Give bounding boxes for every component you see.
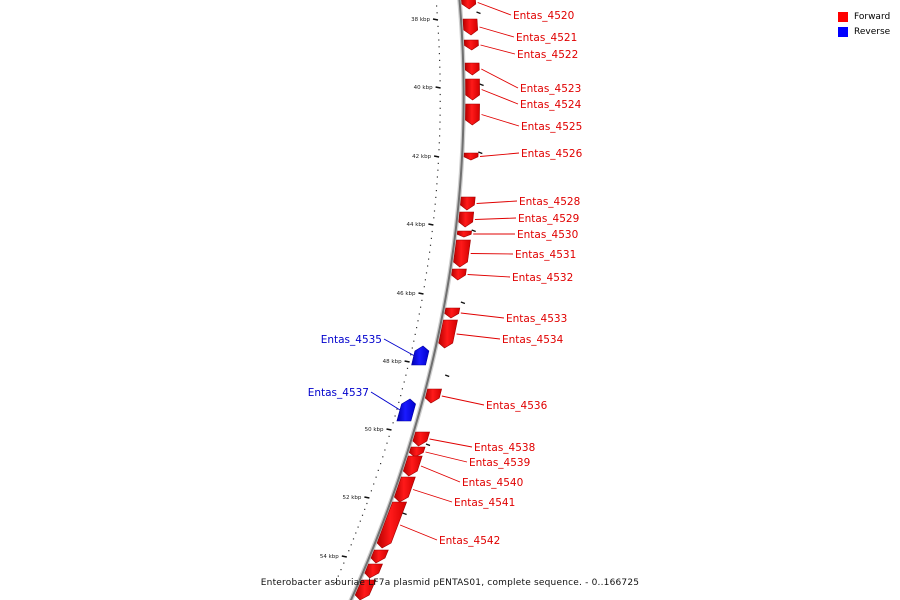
gene-label-entas_4540: Entas_4540 <box>462 477 523 489</box>
gene-label-entas_4539: Entas_4539 <box>469 457 530 469</box>
label-leader <box>470 253 514 255</box>
label-leader <box>412 489 453 503</box>
gene-feature-entas_4528 <box>460 196 476 211</box>
gene-feature-entas_4531 <box>453 239 471 268</box>
gene-label-entas_4536: Entas_4536 <box>486 400 548 412</box>
gene-label-entas_4535: Entas_4535 <box>321 334 382 346</box>
gene-label-entas_4528: Entas_4528 <box>519 196 580 208</box>
map-caption: Enterobacter asburiae LF7a plasmid pENTA… <box>260 578 640 588</box>
gene-feature-entas_4539 <box>408 446 426 458</box>
label-leader <box>467 274 511 278</box>
tick-label: 44 kbp <box>406 222 425 228</box>
gene-features <box>354 0 480 600</box>
label-leader <box>481 68 519 89</box>
label-leader <box>477 2 512 16</box>
gene-label-entas_4538: Entas_4538 <box>474 442 535 454</box>
tick-label: 42 kbp <box>412 154 431 160</box>
gene-label-entas_4526: Entas_4526 <box>521 148 583 160</box>
gene-feature-entas_4520 <box>461 0 477 10</box>
gene-label-entas_4522: Entas_4522 <box>517 49 578 61</box>
gene-feature-entas_4525 <box>465 103 480 126</box>
gene-feature-fragment <box>364 563 383 579</box>
label-leader <box>479 26 515 38</box>
major-tick <box>433 155 440 158</box>
label-leader <box>479 152 520 157</box>
legend-forward: Forward <box>838 9 890 24</box>
gene-label-entas_4531: Entas_4531 <box>515 249 576 261</box>
gene-label-entas_4532: Entas_4532 <box>512 272 573 284</box>
gene-feature-entas_4537 <box>396 398 416 422</box>
major-tick <box>364 496 370 499</box>
label-leader <box>480 44 516 55</box>
gene-label-entas_4541: Entas_4541 <box>454 497 515 509</box>
forward-swatch <box>838 11 848 22</box>
gene-feature-entas_4533 <box>444 307 461 319</box>
major-tick <box>404 360 410 363</box>
backbone-arc <box>348 0 466 600</box>
major-tick <box>418 292 424 295</box>
tick-label: 46 kbp <box>397 291 416 297</box>
label-leader <box>474 217 517 220</box>
label-leader <box>425 451 468 463</box>
gene-feature-entas_4530 <box>456 230 472 238</box>
label-leader <box>429 438 473 448</box>
gene-feature-entas_4522 <box>463 39 479 51</box>
gene-feature-entas_4524 <box>465 78 480 101</box>
gene-feature-fragment <box>370 549 389 564</box>
gene-feature-entas_4536 <box>424 388 442 404</box>
label-leader <box>481 89 519 105</box>
tick-label: 38 kbp <box>411 17 430 23</box>
label-leader <box>399 524 438 541</box>
gene-feature-entas_4532 <box>451 268 467 281</box>
gene-label-entas_4537: Entas_4537 <box>308 387 369 399</box>
gene-label-entas_4542: Entas_4542 <box>439 535 500 547</box>
major-tick <box>435 86 441 89</box>
label-leader <box>460 312 505 319</box>
gene-label-entas_4530: Entas_4530 <box>517 229 578 241</box>
gene-feature-entas_4542 <box>376 501 408 549</box>
gene-feature-entas_4541 <box>394 476 416 503</box>
tick-label: 50 kbp <box>365 427 384 433</box>
gene-feature-entas_4534 <box>438 319 458 349</box>
major-tick <box>386 428 392 431</box>
gene-label-entas_4534: Entas_4534 <box>502 334 564 346</box>
label-leader <box>441 395 485 406</box>
gene-feature-entas_4526 <box>463 152 479 161</box>
gene-label-entas_4533: Entas_4533 <box>506 313 567 325</box>
gene-label-entas_4521: Entas_4521 <box>516 32 577 44</box>
gene-label-entas_4525: Entas_4525 <box>521 121 582 133</box>
label-leader <box>456 333 501 340</box>
legend-reverse-label: Reverse <box>854 26 891 37</box>
tick-label: 40 kbp <box>414 85 433 91</box>
tick-label: 52 kbp <box>342 495 361 501</box>
legend-reverse: Reverse <box>838 24 890 39</box>
gene-feature-entas_4529 <box>458 211 475 228</box>
gene-feature-entas_4523 <box>464 62 480 76</box>
major-tick <box>341 555 347 558</box>
major-tick <box>432 18 439 21</box>
reverse-swatch <box>838 26 848 37</box>
legend: Forward Reverse <box>838 9 890 39</box>
major-tick <box>428 223 434 226</box>
gene-labels: Entas_4520 Entas_4521 Entas_4522 Entas_4523… <box>308 2 583 547</box>
gene-feature-fragment <box>354 579 377 600</box>
gene-label-entas_4523: Entas_4523 <box>520 83 581 95</box>
gene-feature-entas_4535 <box>411 345 430 366</box>
label-leader <box>420 465 461 483</box>
gene-label-entas_4520: Entas_4520 <box>513 10 574 22</box>
tick-label: 48 kbp <box>383 359 402 365</box>
gene-feature-entas_4540 <box>402 455 423 477</box>
gene-label-entas_4529: Entas_4529 <box>518 213 579 225</box>
tick-label: 54 kbp <box>320 554 339 560</box>
label-leader <box>370 391 401 411</box>
label-leader <box>476 200 518 204</box>
tick-marks: 38 kbp 40 kbp 42 kbp 44 kbp 46 kbp 48 kbp 50 k… <box>320 5 484 584</box>
gene-label-entas_4524: Entas_4524 <box>520 99 582 111</box>
legend-forward-label: Forward <box>854 11 891 22</box>
gene-feature-entas_4521 <box>462 18 479 36</box>
label-leader <box>481 114 520 127</box>
gene-feature-entas_4538 <box>412 431 431 447</box>
label-leader <box>383 338 415 356</box>
